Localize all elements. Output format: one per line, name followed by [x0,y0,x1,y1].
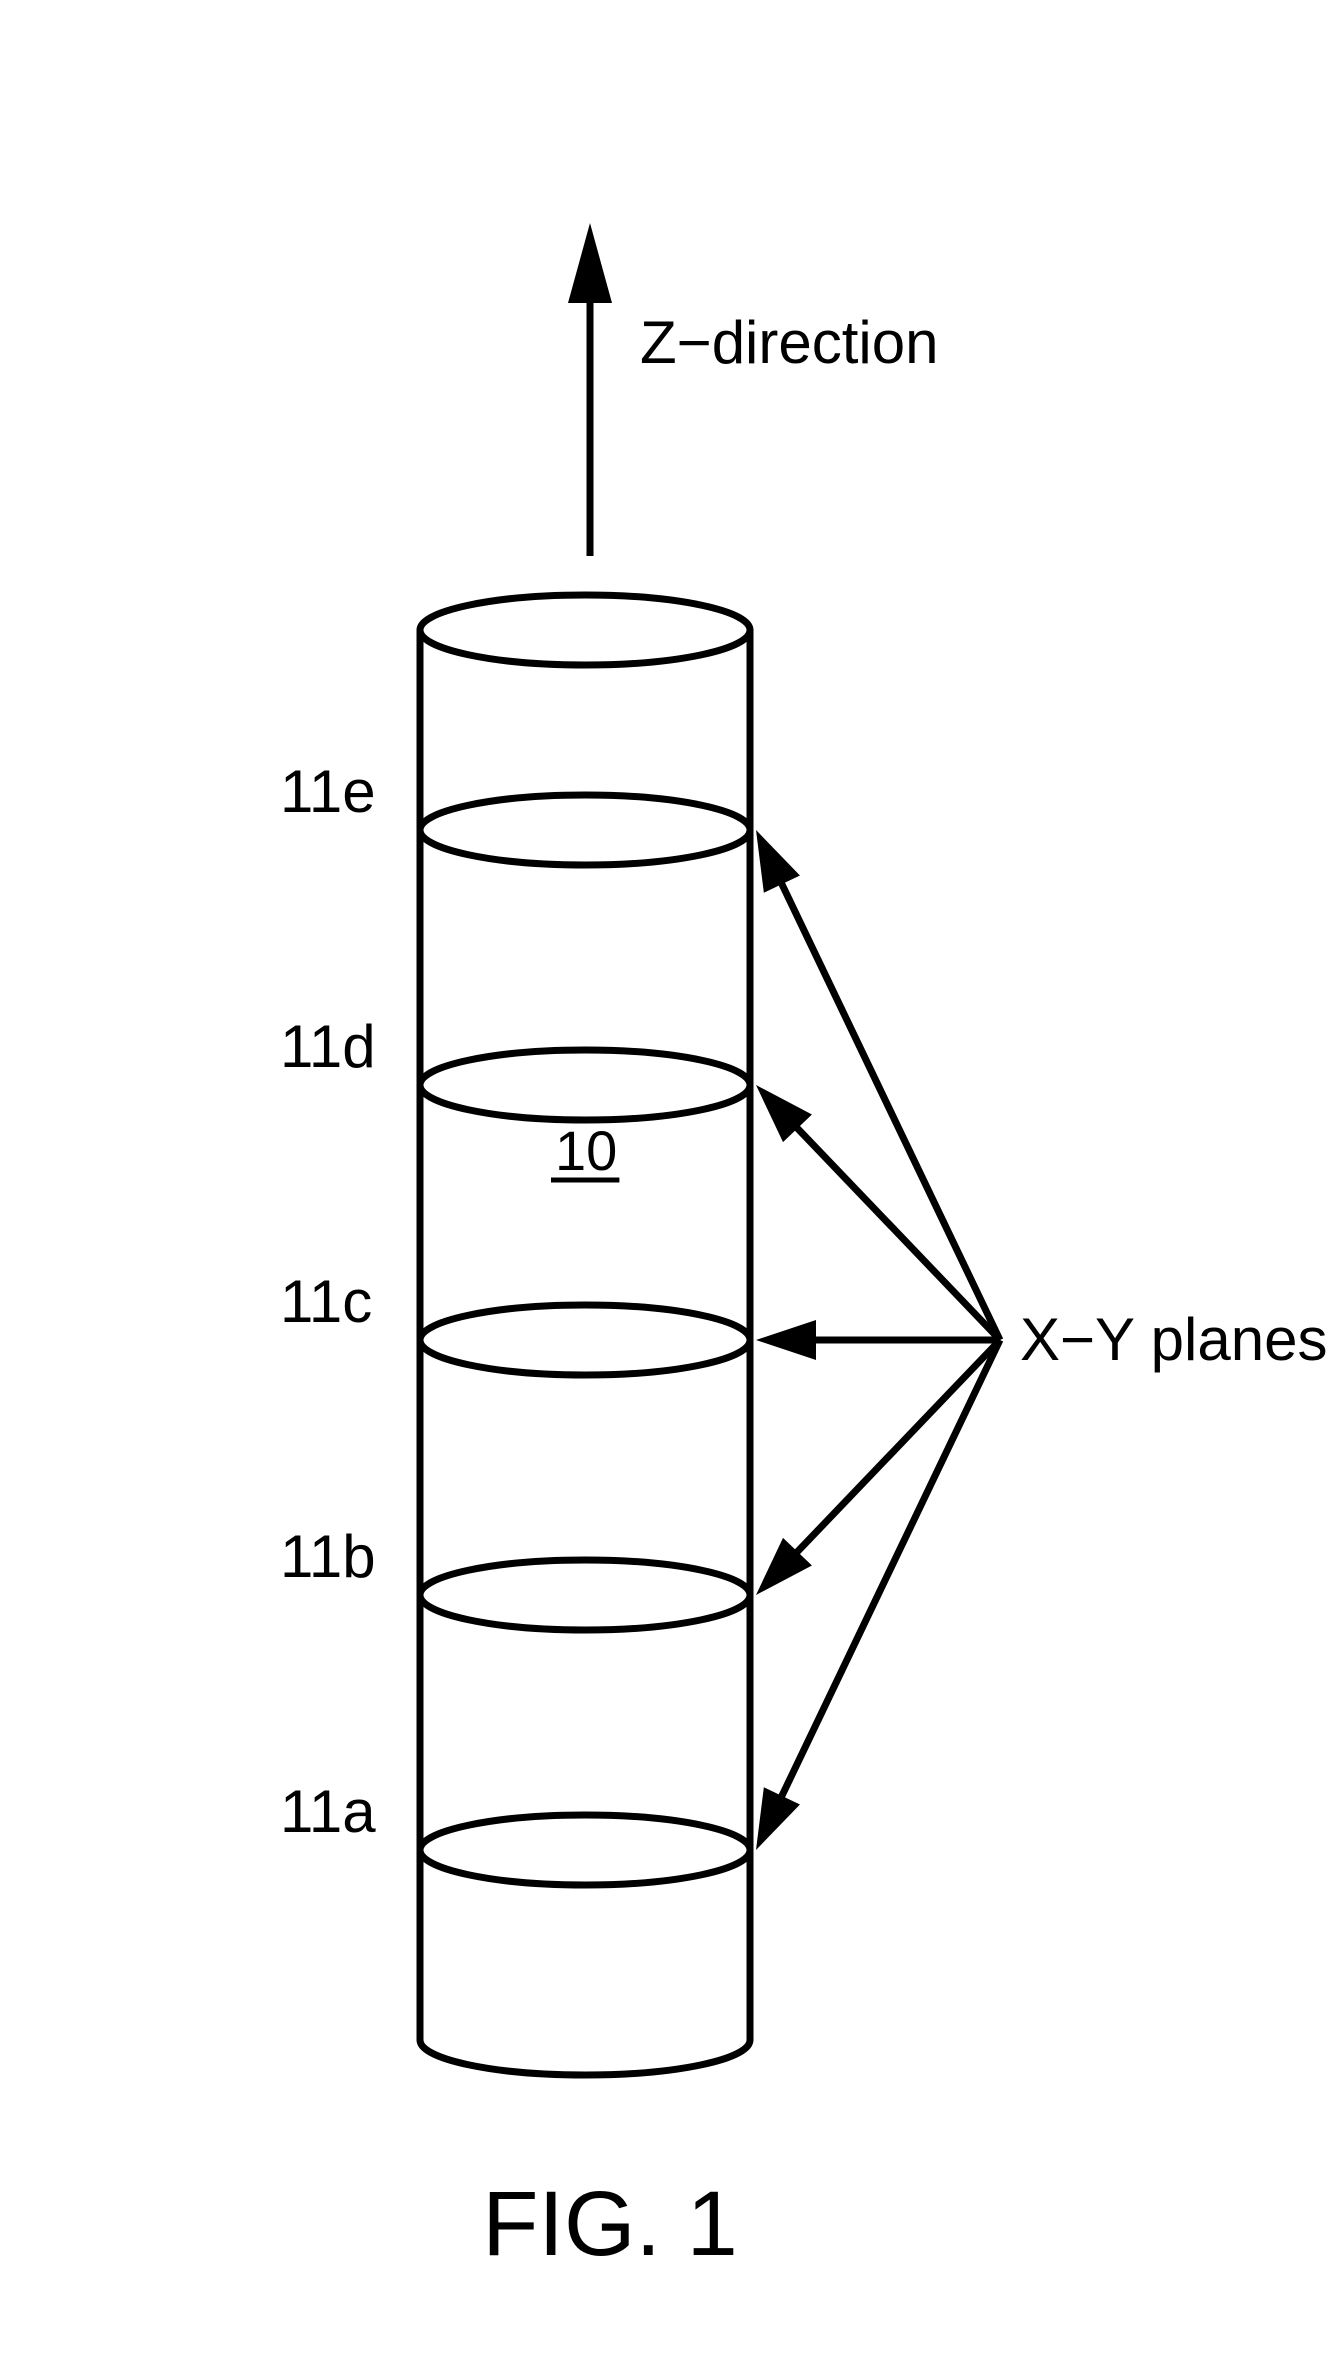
slice-label: 11e [280,758,376,825]
slice-label: 11a [280,1778,376,1845]
slice-label: 11c [280,1268,372,1335]
slice-label: 11d [280,1013,376,1080]
xy-planes-label: X−Y planes [1020,1306,1327,1373]
cylinder-inner-label: 10 [555,1119,617,1182]
slice-label: 11b [280,1523,376,1590]
figure-caption: FIG. 1 [482,2173,738,2275]
z-direction-label: Z−direction [640,309,938,376]
